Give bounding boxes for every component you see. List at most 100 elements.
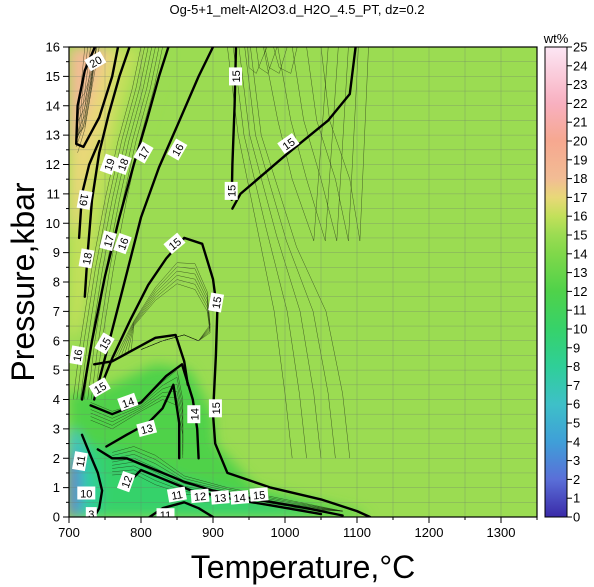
contour-label-11: 11 — [166, 486, 187, 503]
contour-label-box — [136, 419, 158, 438]
contour-label-box — [277, 133, 300, 154]
contour-label-3: 3 — [85, 507, 97, 517]
colorbar-tick-label: 21 — [573, 115, 587, 130]
contour-label-box — [88, 377, 111, 398]
contour-label-12: 12 — [190, 488, 210, 504]
x-tick-label: 800 — [130, 525, 152, 540]
contour-label-box — [116, 470, 136, 493]
contour-label-text: 15 — [227, 185, 239, 197]
contour-label-15: 15 — [88, 377, 111, 398]
colorbar-tick-label: 1 — [573, 491, 580, 506]
bold-contour-14 — [89, 363, 200, 460]
contour-label-box — [94, 332, 115, 355]
contour-label-text: 16 — [170, 142, 187, 159]
contour-label-box — [76, 189, 93, 210]
contour-label-text: 15 — [92, 380, 109, 397]
colorbar-tick-label: 16 — [573, 209, 587, 224]
contour-label-15: 15 — [208, 399, 223, 418]
colorbar-tick-label: 18 — [573, 171, 587, 186]
contour-label-12: 12 — [116, 470, 136, 493]
y-tick-label: 3 — [53, 421, 60, 436]
contour-label-box — [208, 292, 225, 313]
thin-contour-top-loop — [247, 47, 268, 74]
colorbar-tick-label: 0 — [573, 510, 580, 525]
thin-contour-high-p — [76, 47, 100, 137]
contour-label-text: 10 — [80, 489, 92, 501]
contour-label-14: 14 — [187, 405, 201, 424]
y-tick-label: 15 — [46, 69, 60, 84]
y-tick-label: 0 — [53, 510, 60, 525]
y-tick-label: 12 — [46, 157, 60, 172]
contour-label-15: 15 — [249, 487, 269, 503]
contour-label-text: 18 — [81, 252, 95, 266]
x-axis-ticks: 700 800 900 1000 1100 1200 1300 — [58, 517, 538, 540]
contour-label-14: 14 — [117, 392, 139, 412]
y-tick-label: 8 — [53, 275, 60, 290]
colorbar-tick-label: 17 — [573, 190, 587, 205]
contour-label-text: 17 — [137, 145, 154, 162]
bold-contour-20 — [75, 47, 120, 149]
contour-label-14: 14 — [230, 490, 250, 505]
colorbar-tick-label: 7 — [573, 378, 580, 393]
contour-label-text: 14 — [121, 396, 137, 411]
contour-label-box — [224, 181, 238, 200]
y-tick-label: 4 — [53, 392, 60, 407]
contour-label-text: 15 — [231, 70, 243, 82]
colorbar-tick-label: 20 — [573, 134, 587, 149]
bold-contour-15 — [231, 47, 357, 210]
colorbar-tick-label: 12 — [573, 284, 587, 299]
contour-label-15: 15 — [229, 67, 243, 86]
contour-label-text: 15 — [211, 402, 223, 414]
contour-label-text: 12 — [193, 491, 206, 504]
y-tick-label: 14 — [46, 98, 60, 113]
thin-contour-mid — [90, 383, 184, 448]
bold-contour-19 — [77, 139, 101, 240]
contour-label-text: 19 — [76, 193, 90, 207]
contour-label-box — [69, 345, 86, 366]
contour-label-box — [85, 507, 97, 517]
x-tick-label: 700 — [58, 525, 80, 540]
contour-label-13: 13 — [136, 419, 158, 438]
contour-label-box — [117, 392, 139, 412]
contour-label-box — [78, 248, 95, 269]
contour-label-15: 15 — [94, 332, 115, 355]
contour-label-box — [133, 141, 154, 164]
colorbar-tick-label: 4 — [573, 434, 580, 449]
y-tick-label: 6 — [53, 333, 60, 348]
thin-contour-mid — [90, 395, 184, 455]
x-tick-label: 1100 — [343, 525, 371, 540]
contour-label-text: 11 — [171, 489, 184, 503]
contour-label-16: 16 — [69, 345, 86, 366]
contour-label-16: 16 — [167, 138, 188, 161]
y-tick-label: 7 — [53, 304, 60, 319]
chart-title: Og-5+1_melt-Al2O3.d_H2O_4.5_PT, dz=0.2 — [169, 2, 424, 17]
contour-label-box — [249, 487, 269, 502]
colorbar-gradient — [544, 46, 568, 518]
contour-label-box — [229, 67, 242, 86]
y-tick-label: 16 — [46, 40, 60, 55]
y-tick-label: 10 — [46, 216, 60, 231]
x-tick-label: 900 — [202, 525, 224, 540]
colorbar-tick-label: 23 — [573, 77, 587, 92]
y-tick-label: 2 — [53, 451, 60, 466]
contour-label-box — [187, 405, 201, 424]
colorbar-tick-label: 6 — [573, 397, 580, 412]
contour-label-11: 11 — [156, 508, 175, 517]
contour-label-15: 15 — [224, 181, 239, 200]
contour-label-box — [156, 508, 175, 517]
bold-contour-11 — [80, 433, 104, 517]
contour-label-11: 11 — [72, 451, 89, 472]
contour-label-text: 13 — [140, 422, 155, 437]
contour-label-text: 11 — [75, 455, 89, 468]
contour-label-box — [230, 490, 250, 505]
y-tick-label: 1 — [53, 480, 60, 495]
contour-label-text: 16 — [72, 348, 86, 362]
contour-label-box — [167, 138, 188, 161]
x-tick-label: 1200 — [415, 525, 444, 540]
contour-label-text: 14 — [233, 492, 246, 505]
contour-label-text: 15 — [281, 136, 298, 153]
contour-label-17: 17 — [99, 230, 117, 252]
colorbar-tick-label: 14 — [573, 246, 587, 261]
